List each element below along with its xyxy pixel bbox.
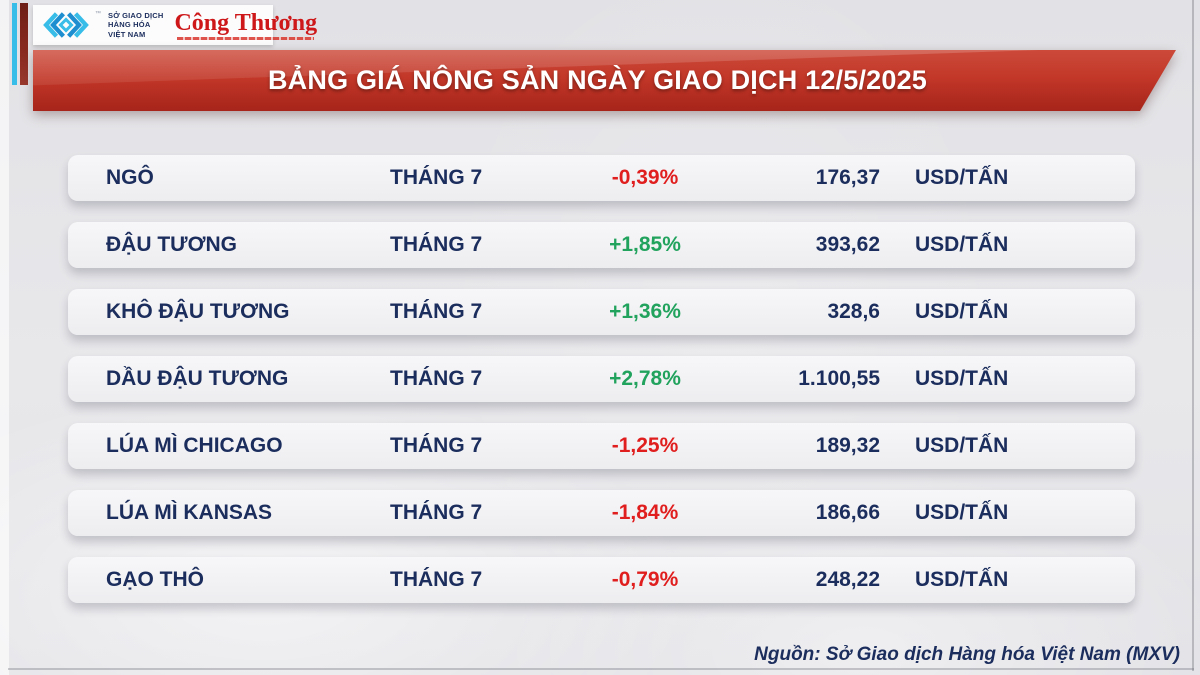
- congthuong-logo: Công Thương: [174, 11, 317, 40]
- contract-month: THÁNG 7: [390, 434, 483, 457]
- accent-bar-red: [20, 3, 28, 85]
- logo-bar: ™ SỞ GIAO DỊCH HÀNG HÓA VIỆT NAM Công Th…: [33, 5, 317, 45]
- table-row-gao-tho: GẠO THÔ THÁNG 7 -0,79% 248,22 USD/TẤN: [68, 557, 1135, 603]
- source-note: Nguồn: Sở Giao dịch Hàng hóa Việt Nam (M…: [754, 644, 1180, 665]
- table-row-dau-tuong: ĐẬU TƯƠNG THÁNG 7 +1,85% 393,62 USD/TẤN: [68, 222, 1135, 268]
- congthuong-tagline-bar: [177, 36, 315, 40]
- price-unit: USD/TẤN: [915, 166, 1009, 189]
- table-row-dau-dau-tuong: DẦU ĐẬU TƯƠNG THÁNG 7 +2,78% 1.100,55 US…: [68, 356, 1135, 402]
- frame-edge-right: [1192, 0, 1194, 671]
- accent-bar-cyan: [12, 3, 17, 85]
- change-percent: +2,78%: [609, 367, 681, 390]
- price-table: NGÔ THÁNG 7 -0,39% 176,37 USD/TẤN ĐẬU TƯ…: [68, 155, 1135, 603]
- commodity-name: NGÔ: [106, 166, 154, 189]
- price-unit: USD/TẤN: [915, 434, 1009, 457]
- table-row-lua-mi-kansas: LÚA MÌ KANSAS THÁNG 7 -1,84% 186,66 USD/…: [68, 490, 1135, 536]
- price-unit: USD/TẤN: [915, 300, 1009, 323]
- mxv-logo-text-line2: HÀNG HÓA: [108, 20, 151, 30]
- mxv-logo-icon: [43, 12, 89, 38]
- frame-edge-bottom: [8, 668, 1194, 670]
- contract-month: THÁNG 7: [390, 501, 483, 524]
- commodity-name: KHÔ ĐẬU TƯƠNG: [106, 300, 290, 323]
- price-value: 248,22: [815, 568, 880, 591]
- price-value: 393,62: [815, 233, 880, 256]
- price-value: 328,6: [827, 300, 880, 323]
- change-percent: -1,84%: [611, 501, 679, 524]
- change-percent: +1,85%: [609, 233, 681, 256]
- change-percent: -0,79%: [611, 568, 679, 591]
- congthuong-logo-text: Công Thương: [174, 9, 318, 36]
- table-row-ngo: NGÔ THÁNG 7 -0,39% 176,37 USD/TẤN: [68, 155, 1135, 201]
- change-percent: +1,36%: [609, 300, 681, 323]
- mxv-logo-text: SỞ GIAO DỊCH HÀNG HÓA VIỆT NAM: [108, 11, 163, 39]
- trademark-mark: ™: [95, 11, 101, 17]
- commodity-name: DẦU ĐẬU TƯƠNG: [106, 367, 289, 390]
- page-title: BẢNG GIÁ NÔNG SẢN NGÀY GIAO DỊCH 12/5/20…: [267, 65, 928, 95]
- commodity-name: LÚA MÌ KANSAS: [106, 501, 273, 524]
- price-unit: USD/TẤN: [915, 367, 1009, 390]
- contract-month: THÁNG 7: [390, 367, 483, 390]
- contract-month: THÁNG 7: [390, 568, 483, 591]
- price-unit: USD/TẤN: [915, 233, 1009, 256]
- contract-month: THÁNG 7: [390, 166, 483, 189]
- price-unit: USD/TẤN: [915, 568, 1009, 591]
- mxv-logo-text-line1: SỞ GIAO DỊCH: [108, 10, 164, 20]
- commodity-name: GẠO THÔ: [106, 568, 204, 591]
- contract-month: THÁNG 7: [390, 300, 483, 323]
- change-percent: -0,39%: [611, 166, 679, 189]
- price-value: 186,66: [815, 501, 880, 524]
- price-unit: USD/TẤN: [915, 501, 1009, 524]
- commodity-name: ĐẬU TƯƠNG: [106, 233, 237, 256]
- table-row-lua-mi-chicago: LÚA MÌ CHICAGO THÁNG 7 -1,25% 189,32 USD…: [68, 423, 1135, 469]
- frame-edge-left: [0, 0, 9, 675]
- contract-month: THÁNG 7: [390, 233, 483, 256]
- title-banner-ribbon: BẢNG GIÁ NÔNG SẢN NGÀY GIAO DỊCH 12/5/20…: [33, 50, 1176, 111]
- table-row-kho-dau-tuong: KHÔ ĐẬU TƯƠNG THÁNG 7 +1,36% 328,6 USD/T…: [68, 289, 1135, 335]
- price-value: 189,32: [815, 434, 880, 457]
- price-value: 176,37: [815, 166, 880, 189]
- title-banner: BẢNG GIÁ NÔNG SẢN NGÀY GIAO DỊCH 12/5/20…: [33, 50, 1176, 111]
- mxv-logo-text-line3: VIỆT NAM: [108, 29, 146, 39]
- change-percent: -1,25%: [611, 434, 679, 457]
- commodity-name: LÚA MÌ CHICAGO: [106, 434, 283, 457]
- price-value: 1.100,55: [798, 367, 880, 390]
